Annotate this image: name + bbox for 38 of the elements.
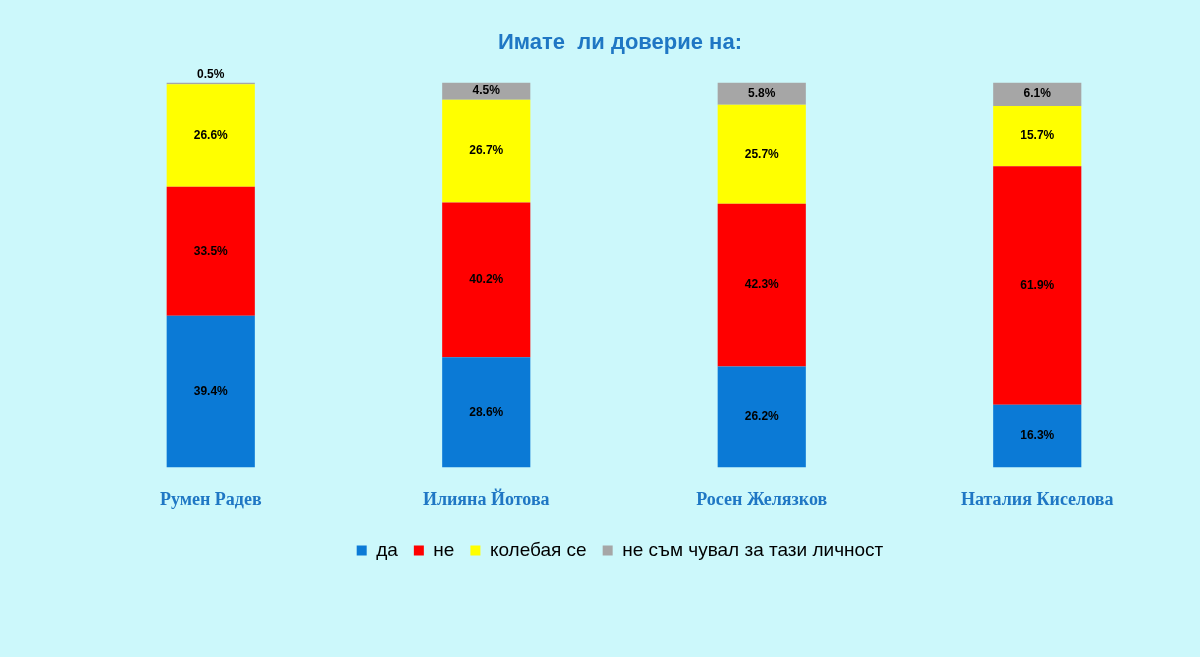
data-label: 28.6% (469, 404, 504, 419)
bar (993, 404, 1082, 468)
data-label: 61.9% (1020, 277, 1055, 292)
bar (993, 82, 1082, 106)
data-label: 15.7% (1020, 128, 1055, 143)
bar (993, 105, 1082, 167)
data-label: 16.3% (1020, 428, 1055, 443)
bar (717, 366, 806, 468)
legend-label: не (433, 538, 455, 560)
bar (717, 104, 806, 204)
legend-label: не съм чувал за тази личност (622, 538, 884, 560)
x-tick-label: Росен Желязков (696, 488, 828, 509)
legend-label: да (376, 538, 399, 560)
legend-label: колебая се (489, 538, 587, 560)
bar (442, 357, 531, 468)
bar (166, 186, 255, 316)
chart-title: Имате ли доверие на: (498, 29, 742, 55)
x-tick-label: Наталия Киселова (961, 488, 1114, 509)
data-label: 26.6% (193, 127, 229, 142)
data-label: 0.5% (197, 66, 225, 81)
data-label: 26.2% (744, 409, 780, 424)
data-label: 6.1% (1023, 86, 1052, 101)
bar (166, 315, 255, 468)
data-label: 25.7% (744, 146, 780, 161)
data-label: 42.3% (744, 277, 780, 292)
x-tick-label: Румен Радев (159, 488, 262, 509)
data-label: 33.5% (193, 243, 229, 258)
bar (993, 166, 1082, 405)
data-label: 26.7% (469, 143, 504, 158)
x-tick-label: Илияна Йотова (422, 487, 550, 509)
data-label: 39.4% (193, 383, 229, 398)
bar (442, 202, 531, 358)
bar (166, 84, 255, 187)
data-label: 5.8% (748, 85, 776, 100)
bar (442, 99, 531, 203)
bar (717, 203, 806, 367)
data-label: 40.2% (469, 272, 504, 287)
data-label: 4.5% (472, 83, 501, 98)
